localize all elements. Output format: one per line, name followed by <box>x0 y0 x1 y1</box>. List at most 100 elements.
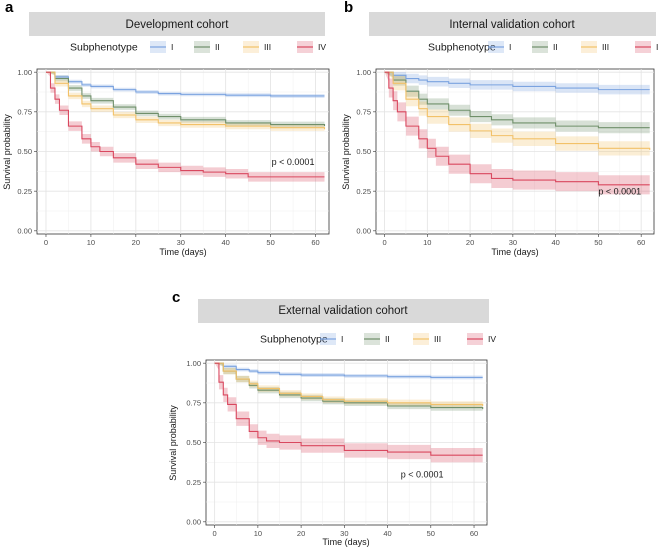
legend-title: Subphenotype <box>70 42 138 54</box>
survival-curve-IV <box>45 71 325 178</box>
y-tick-label: 0.50 <box>17 147 32 156</box>
legend-item-I[interactable]: I <box>150 41 173 53</box>
legend-label: II <box>215 42 220 52</box>
gridlines <box>376 69 654 234</box>
x-axis: 0 10 20 30 40 50 60 <box>213 525 478 538</box>
y-tick-label: 0.00 <box>186 517 201 526</box>
survival-curve-III <box>384 71 651 150</box>
y-tick-label: 1.00 <box>186 359 201 368</box>
y-tick-label: 1.00 <box>17 68 32 77</box>
legend-title: Subphenotype <box>260 334 328 346</box>
y-tick-label: 0.75 <box>356 107 371 116</box>
x-tick-label: 20 <box>297 529 305 538</box>
x-tick-label: 30 <box>340 529 348 538</box>
legend-item-IV[interactable]: IV <box>467 333 496 345</box>
chart-title: Internal validation cohort <box>449 19 575 31</box>
x-tick-label: 0 <box>382 238 386 247</box>
x-tick-label: 40 <box>222 238 230 247</box>
legend-title: Subphenotype <box>428 42 496 54</box>
x-tick-label: 0 <box>44 238 48 247</box>
confidence-band-I <box>45 72 325 98</box>
panel-letter: b <box>344 0 353 16</box>
x-tick-label: 30 <box>177 238 185 247</box>
chart-title: External validation cohort <box>278 305 408 317</box>
legend-item-III[interactable]: III <box>413 333 441 345</box>
survival-curve-I <box>384 71 650 91</box>
x-tick-label: 60 <box>470 529 478 538</box>
legend-label: II <box>385 334 390 344</box>
y-tick-label: 0.00 <box>17 226 32 235</box>
x-axis-title: Time (days) <box>322 537 369 547</box>
x-axis-title: Time (days) <box>159 247 206 257</box>
y-axis: 0.00 0.25 0.50 0.75 1.00 <box>186 359 206 526</box>
survival-curve-III <box>214 362 484 407</box>
confidence-band-IV <box>214 363 483 463</box>
panel-b: b Internal validation cohort Subphenotype I… <box>341 0 658 257</box>
y-axis: 0.00 0.25 0.50 0.75 1.00 <box>17 68 37 235</box>
p-value-annotation: p < 0.0001 <box>598 186 641 196</box>
legend-item-III[interactable]: III <box>581 41 609 53</box>
panel-letter: c <box>172 289 180 306</box>
x-tick-label: 10 <box>423 238 431 247</box>
facet-strip <box>369 12 656 36</box>
series-group <box>45 71 326 182</box>
x-tick-label: 40 <box>383 529 391 538</box>
facet-strip <box>29 12 325 36</box>
y-tick-label: 0.25 <box>186 478 201 487</box>
legend-item-I[interactable]: I <box>488 41 511 53</box>
x-axis-title: Time (days) <box>491 247 538 257</box>
x-tick-label: 20 <box>132 238 140 247</box>
x-axis: 0 10 20 30 40 50 60 <box>44 234 320 247</box>
confidence-band-III <box>45 72 325 133</box>
p-value-annotation: p < 0.0001 <box>401 469 444 479</box>
chart-title: Development cohort <box>126 19 230 31</box>
y-axis-title: Survival probability <box>168 405 178 481</box>
p-value-annotation: p < 0.0001 <box>272 157 315 167</box>
x-axis: 0 10 20 30 40 50 60 <box>382 234 645 247</box>
y-tick-label: 0.25 <box>17 187 32 196</box>
legend-label: I <box>509 42 511 52</box>
y-tick-label: 0.75 <box>186 398 201 407</box>
y-tick-label: 0.50 <box>186 438 201 447</box>
panel-letter: a <box>5 0 14 16</box>
legend-label: IV <box>318 42 326 52</box>
x-tick-label: 50 <box>594 238 602 247</box>
legend-label: IV <box>488 334 496 344</box>
legend-item-II[interactable]: II <box>364 333 390 345</box>
y-tick-label: 1.00 <box>356 68 371 77</box>
survival-curve-I <box>214 362 483 378</box>
series-group <box>214 362 484 463</box>
confidence-band-I <box>214 363 483 380</box>
facet-strip <box>198 299 489 323</box>
confidence-band-IV <box>45 72 325 182</box>
confidence-band-I <box>384 72 650 95</box>
legend-label: II <box>553 42 558 52</box>
x-tick-label: 20 <box>466 238 474 247</box>
x-tick-label: 40 <box>551 238 559 247</box>
legend-label: I <box>171 42 173 52</box>
y-tick-label: 0.75 <box>17 107 32 116</box>
x-tick-label: 30 <box>509 238 517 247</box>
y-tick-label: 0.50 <box>356 147 371 156</box>
legend-item-II[interactable]: II <box>532 41 558 53</box>
x-tick-label: 60 <box>637 238 645 247</box>
y-axis-title: Survival probability <box>341 114 351 190</box>
legend-item-II[interactable]: II <box>194 41 220 53</box>
x-tick-label: 10 <box>87 238 95 247</box>
gridlines <box>37 69 329 234</box>
y-tick-label: 0.00 <box>356 226 371 235</box>
legend-label: III <box>264 42 271 52</box>
legend-label: III <box>602 42 609 52</box>
survival-curve-III <box>45 71 326 130</box>
legend-item-I[interactable]: I <box>320 333 343 345</box>
x-tick-label: 50 <box>266 238 274 247</box>
survival-curve-IV <box>214 362 483 456</box>
legend-item-III[interactable]: III <box>243 41 271 53</box>
legend-item-IV[interactable]: IV <box>635 41 658 53</box>
y-tick-label: 0.25 <box>356 187 371 196</box>
legend-item-IV[interactable]: IV <box>297 41 326 53</box>
